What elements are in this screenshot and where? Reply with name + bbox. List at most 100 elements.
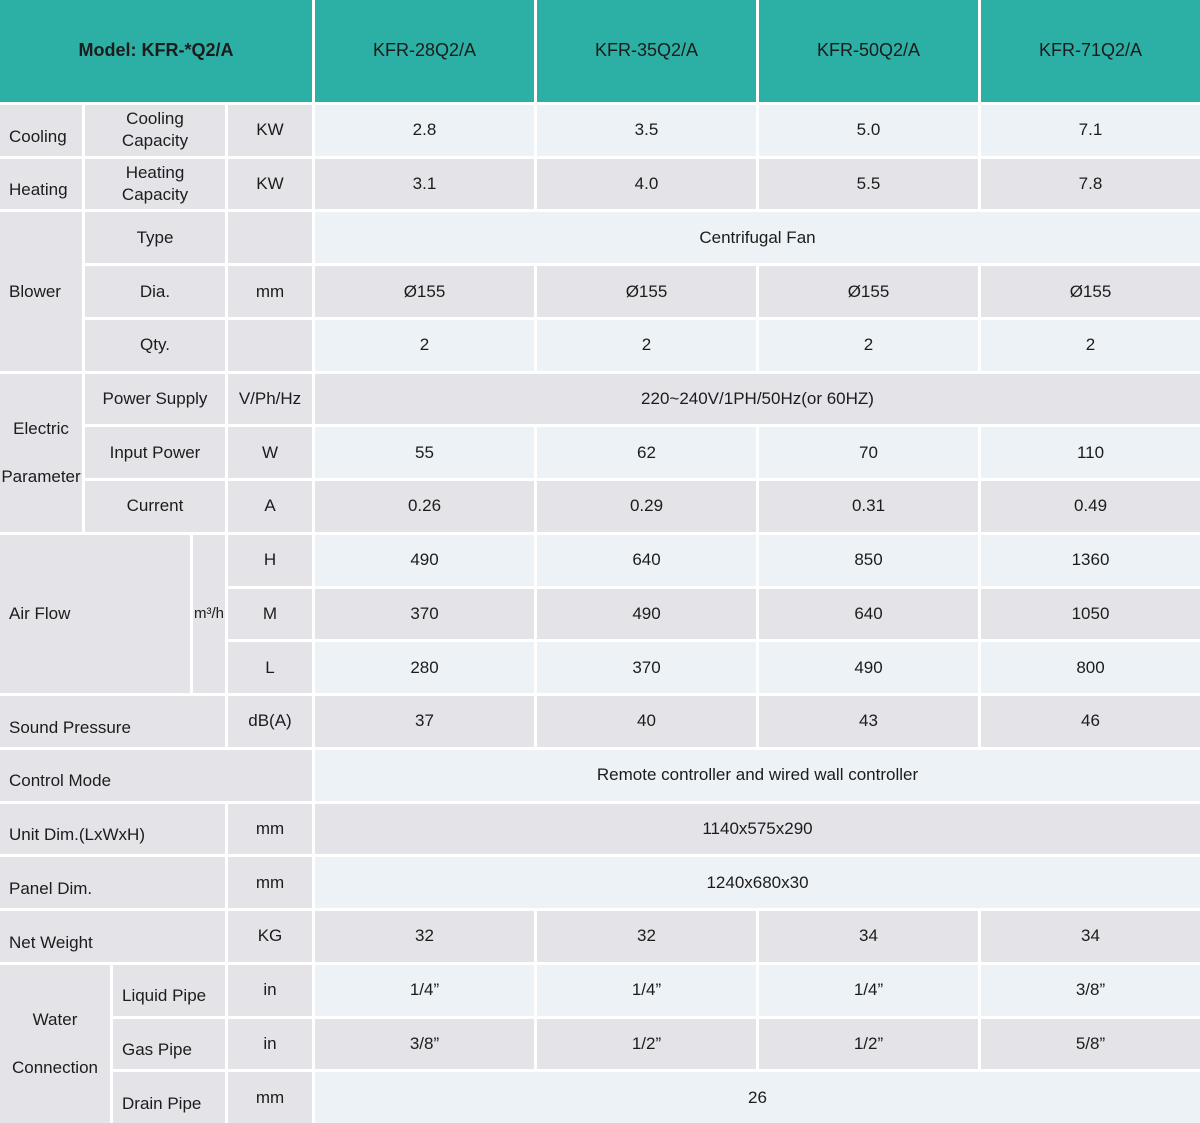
cooling-value: 7.1 xyxy=(981,105,1200,156)
net-weight-value: 32 xyxy=(315,911,534,962)
control-mode-value: Remote controller and wired wall control… xyxy=(315,749,1200,801)
gas-pipe-value: 1/2” xyxy=(759,1018,978,1070)
air-flow-low-value: 800 xyxy=(981,642,1200,694)
heating-group-label: Heating xyxy=(0,158,82,210)
air-flow-high-value: 850 xyxy=(759,534,978,586)
blower-qty-value: 2 xyxy=(759,319,978,371)
cooling-capacity-label: Cooling Capacity xyxy=(85,105,225,156)
blower-type-label: Type xyxy=(85,212,225,264)
air-flow-mid-value: 490 xyxy=(537,588,756,640)
current-value: 0.29 xyxy=(537,481,756,532)
blower-qty-value: 2 xyxy=(537,319,756,371)
gas-pipe-value: 5/8” xyxy=(981,1018,1200,1070)
drain-pipe-value: 26 xyxy=(315,1072,1200,1123)
water-connection-group-label: Water Connection xyxy=(0,964,110,1123)
gas-pipe-unit: in xyxy=(228,1018,312,1070)
air-flow-low-value: 280 xyxy=(315,642,534,694)
heating-value: 4.0 xyxy=(537,158,756,210)
input-power-label: Input Power xyxy=(85,427,225,479)
air-flow-low-label: L xyxy=(228,642,312,694)
sound-pressure-label: Sound Pressure xyxy=(0,696,225,747)
sound-pressure-value: 37 xyxy=(315,696,534,747)
heating-value: 3.1 xyxy=(315,158,534,210)
blower-qty-unit-cell xyxy=(228,319,312,371)
liquid-pipe-value: 1/4” xyxy=(315,964,534,1016)
model-column-header: KFR-35Q2/A xyxy=(537,0,756,102)
heating-unit: KW xyxy=(228,158,312,210)
blower-type-unit-cell xyxy=(228,212,312,264)
sound-pressure-value: 40 xyxy=(537,696,756,747)
input-power-value: 70 xyxy=(759,427,978,479)
unit-dim-unit: mm xyxy=(228,803,312,855)
blower-dia-value: Ø155 xyxy=(537,266,756,317)
air-flow-low-value: 490 xyxy=(759,642,978,694)
input-power-unit: W xyxy=(228,427,312,479)
air-flow-high-label: H xyxy=(228,534,312,586)
control-mode-label: Control Mode xyxy=(0,749,312,801)
blower-qty-value: 2 xyxy=(981,319,1200,371)
air-flow-group-label: Air Flow xyxy=(0,534,190,694)
cooling-value: 3.5 xyxy=(537,105,756,156)
sound-pressure-unit: dB(A) xyxy=(228,696,312,747)
cooling-group-label: Cooling xyxy=(0,105,82,156)
water-group-line2: Connection xyxy=(11,1057,98,1077)
panel-dim-value: 1240x680x30 xyxy=(315,857,1200,909)
model-column-header: KFR-28Q2/A xyxy=(315,0,534,102)
heating-value: 5.5 xyxy=(759,158,978,210)
cooling-value: 5.0 xyxy=(759,105,978,156)
electric-group-line2: Parameter xyxy=(1,466,81,486)
electric-parameter-group-label: Electric Parameter xyxy=(0,373,82,532)
liquid-pipe-value: 1/4” xyxy=(759,964,978,1016)
net-weight-value: 34 xyxy=(981,911,1200,962)
gas-pipe-label: Gas Pipe xyxy=(113,1018,225,1070)
water-group-line1: Water xyxy=(32,1009,78,1029)
blower-qty-value: 2 xyxy=(315,319,534,371)
sound-pressure-value: 43 xyxy=(759,696,978,747)
model-header-label: Model: KFR-*Q2/A xyxy=(0,0,312,102)
air-flow-unit: m³/h xyxy=(193,534,225,694)
current-value: 0.31 xyxy=(759,481,978,532)
current-label: Current xyxy=(85,481,225,532)
air-flow-mid-value: 640 xyxy=(759,588,978,640)
air-flow-high-value: 640 xyxy=(537,534,756,586)
air-flow-high-value: 490 xyxy=(315,534,534,586)
input-power-value: 55 xyxy=(315,427,534,479)
current-unit: A xyxy=(228,481,312,532)
drain-pipe-label: Drain Pipe xyxy=(113,1072,225,1123)
power-supply-value: 220~240V/1PH/50Hz(or 60HZ) xyxy=(315,373,1200,425)
blower-dia-value: Ø155 xyxy=(759,266,978,317)
air-flow-mid-value: 1050 xyxy=(981,588,1200,640)
blower-dia-value: Ø155 xyxy=(315,266,534,317)
model-column-header: KFR-71Q2/A xyxy=(981,0,1200,102)
cooling-value: 2.8 xyxy=(315,105,534,156)
liquid-pipe-value: 1/4” xyxy=(537,964,756,1016)
heating-capacity-label: Heating Capacity xyxy=(85,158,225,210)
net-weight-value: 32 xyxy=(537,911,756,962)
gas-pipe-value: 3/8” xyxy=(315,1018,534,1070)
power-supply-label: Power Supply xyxy=(85,373,225,425)
net-weight-unit: KG xyxy=(228,911,312,962)
blower-dia-label: Dia. xyxy=(85,266,225,317)
heating-value: 7.8 xyxy=(981,158,1200,210)
unit-dim-value: 1140x575x290 xyxy=(315,803,1200,855)
liquid-pipe-label: Liquid Pipe xyxy=(113,964,225,1016)
model-column-header: KFR-50Q2/A xyxy=(759,0,978,102)
unit-dim-label: Unit Dim.(LxWxH) xyxy=(0,803,225,855)
blower-type-value: Centrifugal Fan xyxy=(315,212,1200,264)
blower-qty-label: Qty. xyxy=(85,319,225,371)
electric-group-line1: Electric xyxy=(13,418,69,438)
input-power-value: 110 xyxy=(981,427,1200,479)
air-flow-low-value: 370 xyxy=(537,642,756,694)
liquid-pipe-value: 3/8” xyxy=(981,964,1200,1016)
liquid-pipe-unit: in xyxy=(228,964,312,1016)
drain-pipe-unit: mm xyxy=(228,1072,312,1123)
panel-dim-label: Panel Dim. xyxy=(0,857,225,909)
panel-dim-unit: mm xyxy=(228,857,312,909)
current-value: 0.26 xyxy=(315,481,534,532)
blower-dia-value: Ø155 xyxy=(981,266,1200,317)
net-weight-value: 34 xyxy=(759,911,978,962)
blower-group-label: Blower xyxy=(0,212,82,371)
air-flow-mid-label: M xyxy=(228,588,312,640)
net-weight-label: Net Weight xyxy=(0,911,225,962)
